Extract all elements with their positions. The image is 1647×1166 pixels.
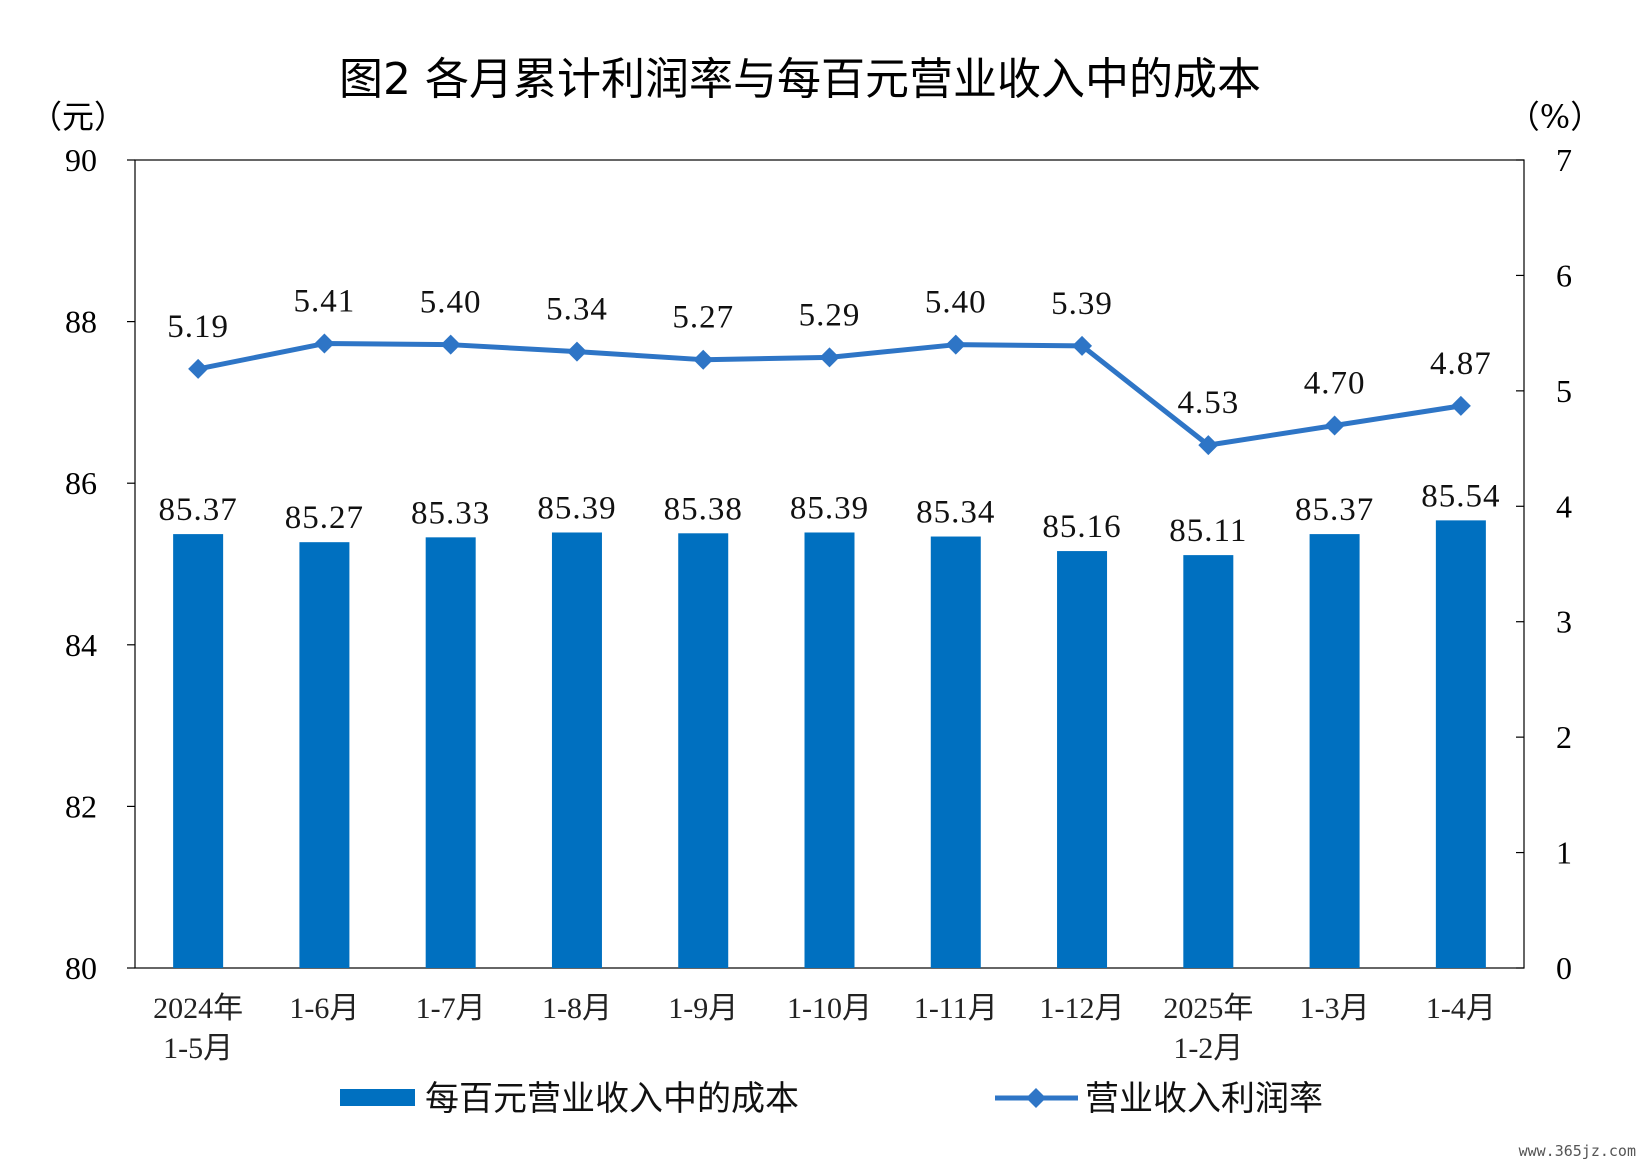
line-value-label: 5.29 (799, 297, 861, 333)
x-category-label: 2025年 (1163, 992, 1253, 1025)
x-category-label: 1-11月 (914, 992, 998, 1025)
bar-cost-per-100 (1309, 534, 1360, 968)
x-category-label: 2024年 (153, 992, 243, 1025)
bar-value-label: 85.34 (916, 495, 995, 531)
bar-cost-per-100 (173, 534, 224, 968)
bar-value-label: 85.39 (790, 490, 869, 526)
bar-cost-per-100 (551, 532, 602, 968)
right-tick-label: 3 (1556, 604, 1572, 640)
x-category-label: 1-12月 (1040, 992, 1125, 1025)
right-tick-label: 7 (1556, 142, 1572, 178)
right-tick-label: 1 (1556, 835, 1572, 871)
profit-margin-point (1198, 435, 1219, 456)
legend-line-label: 营业收入利润率 (1085, 1079, 1323, 1119)
profit-margin-point (1324, 415, 1345, 436)
bar-value-label: 85.37 (1295, 492, 1374, 528)
right-tick-label: 0 (1556, 950, 1572, 986)
line-value-label: 5.41 (294, 284, 356, 320)
x-category-label: 1-6月 (289, 992, 359, 1025)
line-value-label: 4.70 (1304, 365, 1366, 401)
line-value-label: 4.87 (1430, 346, 1492, 382)
line-value-label: 5.39 (1051, 286, 1113, 322)
right-tick-label: 6 (1556, 257, 1572, 293)
line-value-label: 5.40 (420, 285, 482, 321)
bar-value-label: 85.27 (285, 500, 364, 536)
profit-margin-point (566, 341, 587, 362)
line-value-label: 5.34 (546, 292, 608, 328)
bar-cost-per-100 (1057, 551, 1108, 968)
line-value-label: 5.27 (672, 300, 734, 336)
x-category-label: 1-2月 (1173, 1032, 1243, 1065)
profit-margin-point (440, 334, 461, 355)
right-tick-label: 2 (1556, 719, 1572, 755)
legend-bar-swatch (340, 1089, 415, 1106)
profit-margin-point (314, 333, 335, 354)
x-category-label: 1-5月 (163, 1032, 233, 1065)
left-tick-label: 90 (65, 142, 97, 178)
bar-value-label: 85.39 (537, 490, 616, 526)
right-tick-label: 4 (1556, 488, 1572, 524)
line-value-label: 5.40 (925, 285, 987, 321)
profit-margin-point (819, 347, 840, 368)
profit-margin-point (693, 349, 714, 370)
bar-cost-per-100 (299, 542, 350, 968)
left-tick-label: 86 (65, 465, 97, 501)
left-axis-unit: （元） (30, 98, 126, 136)
x-category-label: 1-4月 (1426, 992, 1496, 1025)
bar-cost-per-100 (804, 532, 855, 968)
left-tick-label: 82 (65, 788, 97, 824)
left-tick-label: 84 (65, 627, 97, 663)
profit-margin-point (1450, 395, 1471, 416)
line-value-label: 4.53 (1177, 385, 1239, 421)
profit-margin-point (945, 334, 966, 355)
bar-value-label: 85.37 (159, 492, 238, 528)
x-category-label: 1-3月 (1300, 992, 1370, 1025)
bar-value-label: 85.11 (1169, 513, 1247, 549)
bar-cost-per-100 (425, 537, 476, 968)
right-axis-unit: （%） (1508, 98, 1602, 136)
bar-cost-per-100 (930, 536, 981, 968)
bar-value-label: 85.16 (1042, 509, 1121, 545)
legend-line-marker (1026, 1088, 1046, 1108)
x-category-label: 1-7月 (416, 992, 486, 1025)
bar-cost-per-100 (678, 533, 729, 968)
watermark: www.365jz.com (1519, 1142, 1636, 1160)
profit-margin-point (1072, 335, 1093, 356)
line-value-label: 5.19 (167, 309, 229, 345)
x-category-label: 1-8月 (542, 992, 612, 1025)
legend-bar-label: 每百元营业收入中的成本 (425, 1079, 799, 1119)
bar-value-label: 85.38 (664, 491, 743, 527)
bar-value-label: 85.54 (1421, 478, 1500, 514)
x-category-label: 1-10月 (787, 992, 872, 1025)
bar-value-label: 85.33 (411, 495, 490, 531)
right-tick-label: 5 (1556, 373, 1572, 409)
left-tick-label: 88 (65, 304, 97, 340)
left-tick-label: 80 (65, 950, 97, 986)
x-category-label: 1-9月 (668, 992, 738, 1025)
profit-margin-point (188, 358, 209, 379)
bar-cost-per-100 (1435, 520, 1486, 968)
bar-cost-per-100 (1183, 555, 1234, 968)
chart-title: 图2 各月累计利润率与每百元营业收入中的成本 (339, 54, 1261, 105)
